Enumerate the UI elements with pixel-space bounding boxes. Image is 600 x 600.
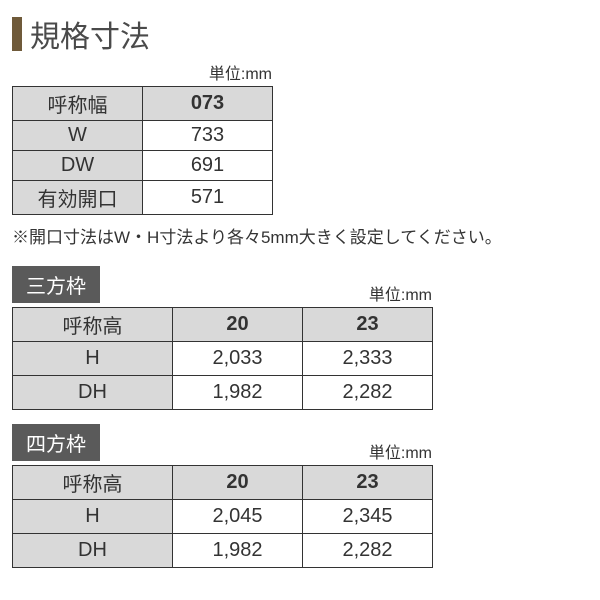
row-value: 691 — [143, 151, 273, 181]
page-title-text: 規格寸法 — [30, 12, 150, 56]
cell-value: 1,982 — [173, 534, 303, 568]
spec-table-2: 呼称高 20 23 H 2,033 2,333 DH 1,982 2,282 — [12, 307, 433, 410]
table-row: W 733 — [13, 121, 273, 151]
unit-label: 単位:mm — [12, 60, 272, 84]
col-header: 20 — [173, 308, 303, 342]
header-label: 呼称高 — [13, 308, 173, 342]
row-label: 呼称幅 — [13, 87, 143, 121]
row-label: H — [13, 342, 173, 376]
section-1: 三方枠 単位:mm 呼称高 20 23 H 2,033 2,333 DH 1,9… — [12, 266, 588, 410]
row-label: DH — [13, 376, 173, 410]
table-row: DW 691 — [13, 151, 273, 181]
cell-value: 2,282 — [303, 376, 433, 410]
cell-value: 2,045 — [173, 500, 303, 534]
unit-label: 単位:mm — [369, 281, 432, 305]
cell-value: 2,282 — [303, 534, 433, 568]
table-row: DH 1,982 2,282 — [13, 376, 433, 410]
section-tag: 三方枠 — [12, 266, 100, 303]
col-header: 20 — [173, 466, 303, 500]
table-row: H 2,045 2,345 — [13, 500, 433, 534]
row-label: 有効開口 — [13, 181, 143, 215]
section-2: 四方枠 単位:mm 呼称高 20 23 H 2,045 2,345 DH 1,9… — [12, 424, 588, 568]
row-label: DH — [13, 534, 173, 568]
note-text: ※開口寸法はW・H寸法より各々5mm大きく設定してください。 — [12, 223, 588, 248]
row-label: DW — [13, 151, 143, 181]
row-label: W — [13, 121, 143, 151]
table-row: 呼称高 20 23 — [13, 308, 433, 342]
cell-value: 1,982 — [173, 376, 303, 410]
row-value: 571 — [143, 181, 273, 215]
section-tag: 四方枠 — [12, 424, 100, 461]
cell-value: 2,333 — [303, 342, 433, 376]
table-row: DH 1,982 2,282 — [13, 534, 433, 568]
unit-label: 単位:mm — [369, 439, 432, 463]
cell-value: 2,345 — [303, 500, 433, 534]
col-header: 23 — [303, 466, 433, 500]
table-row: 呼称幅 073 — [13, 87, 273, 121]
page-title: 規格寸法 — [12, 12, 588, 56]
row-value: 073 — [143, 87, 273, 121]
header-label: 呼称高 — [13, 466, 173, 500]
spec-table-3: 呼称高 20 23 H 2,045 2,345 DH 1,982 2,282 — [12, 465, 433, 568]
table-row: 呼称高 20 23 — [13, 466, 433, 500]
table-row: 有効開口 571 — [13, 181, 273, 215]
row-label: H — [13, 500, 173, 534]
row-value: 733 — [143, 121, 273, 151]
table-row: H 2,033 2,333 — [13, 342, 433, 376]
title-accent-bar — [12, 17, 22, 51]
cell-value: 2,033 — [173, 342, 303, 376]
table1-wrap: 単位:mm 呼称幅 073 W 733 DW 691 有効開口 571 — [12, 60, 588, 215]
spec-table-1: 呼称幅 073 W 733 DW 691 有効開口 571 — [12, 86, 273, 215]
col-header: 23 — [303, 308, 433, 342]
